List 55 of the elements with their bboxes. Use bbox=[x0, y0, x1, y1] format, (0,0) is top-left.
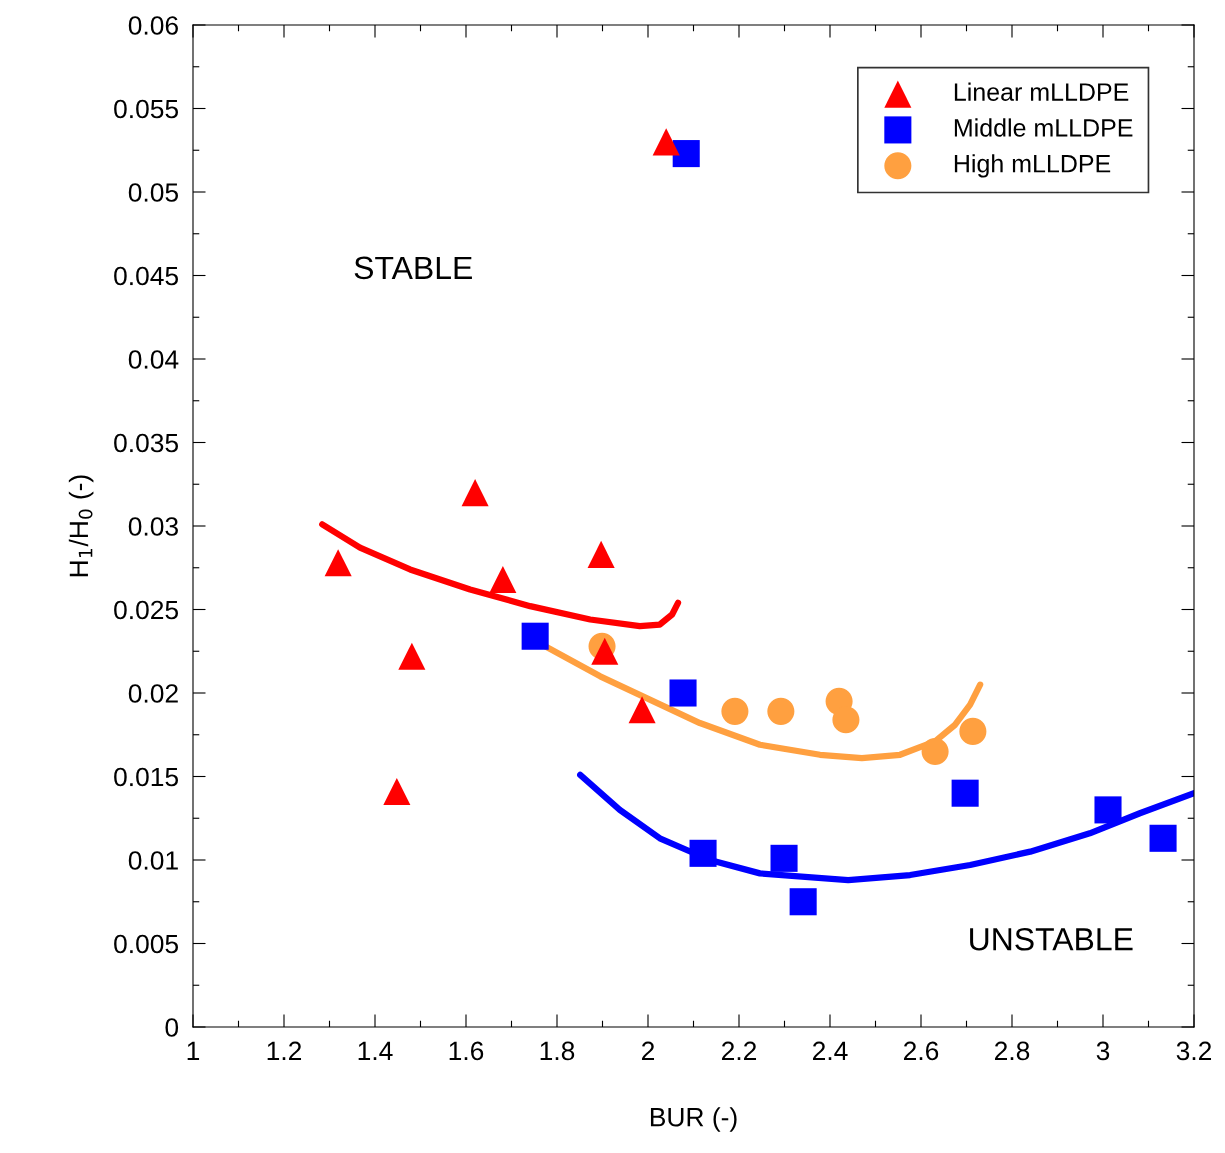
y-tick-label: 0 bbox=[165, 1018, 179, 1037]
point bbox=[959, 717, 987, 745]
point bbox=[921, 737, 949, 765]
point bbox=[1094, 796, 1122, 824]
y-tick-label: 0.015 bbox=[114, 767, 179, 787]
point bbox=[521, 622, 549, 650]
x-tick-label: 1.4 bbox=[358, 1041, 393, 1061]
y-tick-label: 0.03 bbox=[128, 517, 178, 536]
point bbox=[951, 779, 979, 807]
x-tick-label: 1.2 bbox=[267, 1041, 302, 1061]
point bbox=[672, 140, 700, 168]
y-axis-title: H$_{1}$/H$_{0}$ (-) bbox=[68, 475, 94, 577]
point bbox=[591, 637, 619, 665]
y-tick-label: 0.01 bbox=[128, 851, 178, 870]
point bbox=[770, 844, 798, 872]
y-tick-label: 0.06 bbox=[128, 16, 178, 35]
x-tick-label: 3 bbox=[1096, 1041, 1110, 1061]
point bbox=[324, 549, 352, 577]
y-tick-label: 0.025 bbox=[114, 600, 179, 620]
y-tick-label: 0.055 bbox=[114, 99, 179, 119]
point bbox=[461, 479, 489, 507]
x-tick-label: 1.8 bbox=[540, 1041, 575, 1061]
y-tick-label: 0.045 bbox=[114, 266, 179, 286]
point bbox=[489, 565, 517, 593]
annotation: UNSTABLE bbox=[970, 927, 1133, 951]
y-tick-label: 0.04 bbox=[128, 350, 179, 369]
point bbox=[628, 696, 656, 724]
legend-label: Linear mLLDPE bbox=[954, 82, 1129, 101]
point bbox=[383, 777, 411, 806]
point bbox=[789, 888, 817, 916]
x-tick-label: 2 bbox=[641, 1041, 655, 1061]
x-tick-label: 3.2 bbox=[1176, 1041, 1212, 1061]
point bbox=[652, 128, 680, 156]
x-axis-title: BUR (-) bbox=[650, 1107, 737, 1132]
legend-label: High mLLDPE bbox=[954, 154, 1111, 178]
y-tick-label: 0.02 bbox=[128, 684, 178, 703]
y-tick-label: 0.035 bbox=[114, 433, 179, 453]
x-tick-label: 2.8 bbox=[994, 1041, 1030, 1061]
x-tick-label: 1.6 bbox=[449, 1041, 484, 1061]
x-tick-label: 2.2 bbox=[721, 1041, 757, 1061]
x-tick-label: 1 bbox=[187, 1041, 200, 1061]
point bbox=[767, 697, 795, 725]
point bbox=[689, 839, 717, 867]
point bbox=[1149, 824, 1177, 852]
point bbox=[669, 679, 697, 707]
y-tick-label: 0.05 bbox=[128, 183, 179, 202]
point bbox=[721, 697, 749, 725]
legend-label: Middle mLLDPE bbox=[954, 118, 1133, 137]
point bbox=[832, 706, 860, 734]
point bbox=[398, 642, 426, 670]
x-tick-label: 2.6 bbox=[903, 1041, 939, 1061]
x-tick-label: 2.4 bbox=[812, 1041, 848, 1061]
annotation: STABLE bbox=[354, 256, 472, 280]
point bbox=[587, 540, 615, 568]
y-tick-label: 0.005 bbox=[114, 934, 179, 954]
